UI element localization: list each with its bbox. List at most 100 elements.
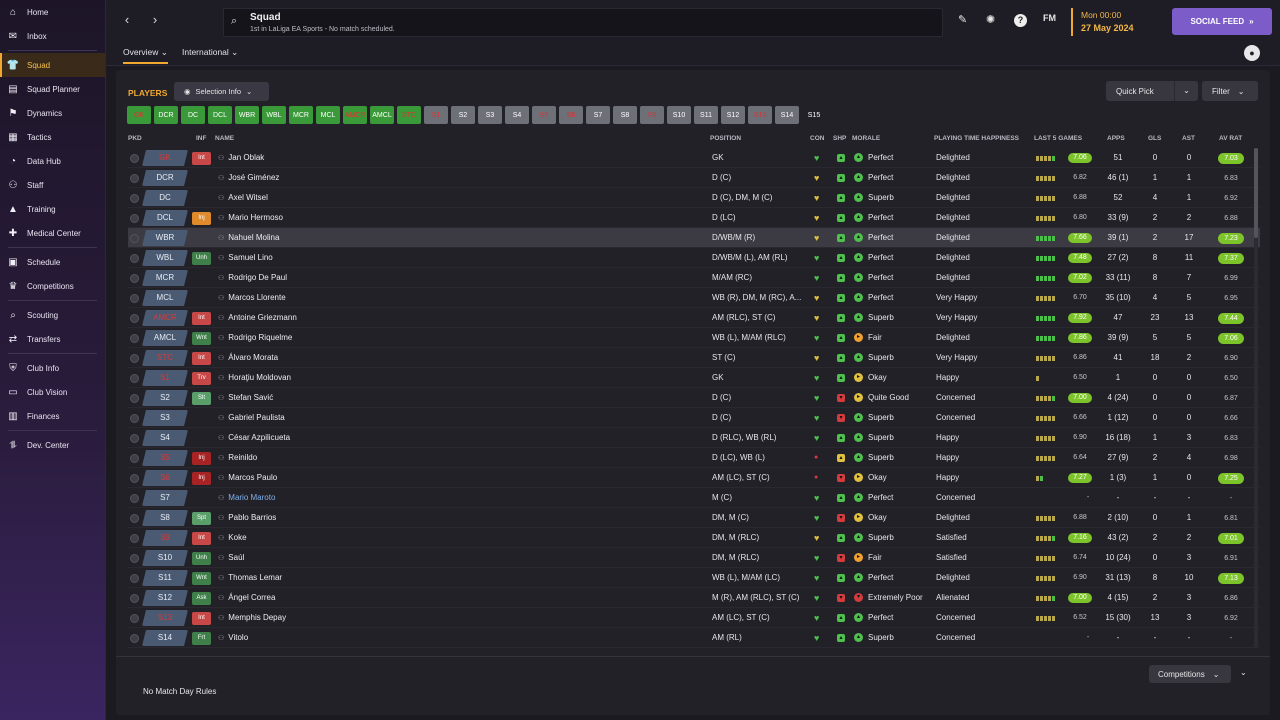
table-row[interactable]: WBR ⚇ Nahuel Molina D/WB/M (R) ♥ ▴ ▴ Perfect Del…: [128, 228, 1260, 248]
table-row[interactable]: DC ⚇ Axel Witsel D (C), DM, M (C) ♥ ▴ ▴ Superb D…: [128, 188, 1260, 208]
table-row[interactable]: AMCR Int ⚇ Antoine Griezmann AM (RLC), ST (C…: [128, 308, 1260, 328]
selection-position-badge[interactable]: MCR: [142, 270, 188, 286]
position-chip-s11[interactable]: S11: [694, 106, 718, 124]
position-chip-gk[interactable]: GK: [127, 106, 151, 124]
position-chip-s1[interactable]: S1: [424, 106, 448, 124]
player-name[interactable]: ⚇ Pablo Barrios: [218, 508, 276, 529]
position-chip-s12[interactable]: S12: [721, 106, 745, 124]
position-chip-s2[interactable]: S2: [451, 106, 475, 124]
col-inf[interactable]: INF: [196, 135, 207, 142]
pick-radio[interactable]: [130, 174, 139, 183]
competitions-button[interactable]: Competitions ⌄: [1149, 665, 1231, 683]
fm-menu-icon[interactable]: FM: [1043, 13, 1056, 23]
table-row[interactable]: S4 ⚇ César Azpilicueta D (RLC), WB (RL) ♥ ▴ ▴ S…: [128, 428, 1260, 448]
info-status-badge[interactable]: Slt: [192, 392, 211, 405]
selection-position-badge[interactable]: S1: [142, 370, 188, 386]
sidebar-item-inbox[interactable]: ✉ Inbox: [0, 24, 105, 48]
table-row[interactable]: DCR ⚇ José Giménez D (C) ♥ ▴ ▴ Perfect Delighted…: [128, 168, 1260, 188]
pick-radio[interactable]: [130, 354, 139, 363]
table-row[interactable]: STC Int ⚇ Álvaro Morata ST (C) ♥ ▴ ▴ Superb Very …: [128, 348, 1260, 368]
table-scrollbar[interactable]: [1254, 148, 1258, 648]
sidebar-item-squad[interactable]: 👕 Squad: [0, 53, 105, 77]
sidebar-item-data-hub[interactable]: ◔ Data Hub: [0, 149, 105, 173]
sidebar-item-training[interactable]: ▲ Training: [0, 197, 105, 221]
table-row[interactable]: S5 Inj ⚇ Reinildo D (LC), WB (L) ● ▴ ▴ Superb Hap…: [128, 448, 1260, 468]
table-row[interactable]: MCL ⚇ Marcos Llorente WB (R), DM, M (RC), A…: [128, 288, 1260, 308]
col-pkd[interactable]: PKD: [128, 135, 142, 142]
selection-position-badge[interactable]: GK: [142, 150, 188, 166]
position-chip-s15[interactable]: S15: [802, 106, 826, 124]
pick-radio[interactable]: [130, 214, 139, 223]
player-name[interactable]: ⚇ Antoine Griezmann: [218, 308, 297, 329]
selection-position-badge[interactable]: S14: [142, 630, 188, 646]
expand-chevron-icon[interactable]: ⌄: [1240, 668, 1247, 677]
player-name[interactable]: ⚇ Horaţiu Moldovan: [218, 368, 291, 389]
player-name[interactable]: ⚇ Vitolo: [218, 628, 248, 649]
selection-position-badge[interactable]: AMCL: [142, 330, 188, 346]
position-chip-dcl[interactable]: DCL: [208, 106, 232, 124]
col-gls[interactable]: GLS: [1148, 135, 1162, 142]
selection-position-badge[interactable]: S4: [142, 430, 188, 446]
pick-radio[interactable]: [130, 554, 139, 563]
match-day-rules[interactable]: No Match Day Rules: [143, 687, 217, 696]
pick-radio[interactable]: [130, 434, 139, 443]
position-chip-s9[interactable]: S9: [640, 106, 664, 124]
sidebar-item-squad-planner[interactable]: ▤ Squad Planner: [0, 77, 105, 101]
player-name[interactable]: ⚇ Ángel Correa: [218, 588, 275, 609]
selection-position-badge[interactable]: WBR: [142, 230, 188, 246]
col-playing-time[interactable]: PLAYING TIME HAPPINESS: [934, 135, 1019, 142]
table-row[interactable]: S8 Spt ⚇ Pablo Barrios DM, M (C) ♥ ▾ ▸ Okay Delig…: [128, 508, 1260, 528]
position-chip-s7[interactable]: S7: [586, 106, 610, 124]
table-row[interactable]: S9 Int ⚇ Koke DM, M (RLC) ♥ ▴ ▴ Superb Satisfied 7…: [128, 528, 1260, 548]
sidebar-item-home[interactable]: ⌂ Home: [0, 0, 105, 24]
player-name[interactable]: ⚇ Rodrigo Riquelme: [218, 328, 292, 349]
edit-icon[interactable]: ✎: [958, 14, 968, 26]
table-row[interactable]: S13 Int ⚇ Memphis Depay AM (LC), ST (C) ♥ ▴ ▴ Pe…: [128, 608, 1260, 628]
info-status-badge[interactable]: Int: [192, 152, 211, 165]
player-name[interactable]: ⚇ Koke: [218, 528, 247, 549]
pick-radio[interactable]: [130, 614, 139, 623]
player-name[interactable]: ⚇ Mario Maroto: [218, 488, 275, 509]
selection-position-badge[interactable]: S7: [142, 490, 188, 506]
selection-position-badge[interactable]: MCL: [142, 290, 188, 306]
selection-position-badge[interactable]: S12: [142, 590, 188, 606]
col-position[interactable]: POSITION: [710, 135, 742, 142]
selection-position-badge[interactable]: S5: [142, 450, 188, 466]
col-avrat[interactable]: AV RAT: [1219, 135, 1243, 142]
tab-overview[interactable]: Overview ⌄: [123, 47, 168, 64]
player-name[interactable]: ⚇ Samuel Lino: [218, 248, 273, 269]
player-name[interactable]: ⚇ Marcos Llorente: [218, 288, 286, 309]
selection-position-badge[interactable]: S11: [142, 570, 188, 586]
player-name[interactable]: ⚇ Saúl: [218, 548, 244, 569]
sidebar-item-club-vision[interactable]: ▭ Club Vision: [0, 380, 105, 404]
selection-position-badge[interactable]: S3: [142, 410, 188, 426]
sidebar-item-dynamics[interactable]: ⚑ Dynamics: [0, 101, 105, 125]
player-name[interactable]: ⚇ Axel Witsel: [218, 188, 268, 209]
info-status-badge[interactable]: Unh: [192, 552, 211, 565]
pick-radio[interactable]: [130, 294, 139, 303]
pick-radio[interactable]: [130, 334, 139, 343]
col-shp[interactable]: SHP: [833, 135, 847, 142]
player-name[interactable]: ⚇ Nahuel Molina: [218, 228, 279, 249]
table-row[interactable]: S2 Slt ⚇ Stefan Savić D (C) ♥ ▾ ▸ Quite Good Conc…: [128, 388, 1260, 408]
col-con[interactable]: CON: [810, 135, 825, 142]
game-date[interactable]: Mon 00:00 27 May 2024: [1071, 8, 1134, 36]
info-status-badge[interactable]: Inj: [192, 472, 211, 485]
table-row[interactable]: S11 Wnt ⚇ Thomas Lemar WB (L), M/AM (LC) ♥ ▴ ▴ P…: [128, 568, 1260, 588]
table-row[interactable]: AMCL Wnt ⚇ Rodrigo Riquelme WB (L), M/AM (RL…: [128, 328, 1260, 348]
quick-pick-button[interactable]: Quick Pick ⌄: [1106, 81, 1198, 101]
position-chip-s6[interactable]: S6: [559, 106, 583, 124]
pick-radio[interactable]: [130, 254, 139, 263]
position-chip-s5[interactable]: S5: [532, 106, 556, 124]
pick-radio[interactable]: [130, 314, 139, 323]
info-status-badge[interactable]: Int: [192, 612, 211, 625]
selection-position-badge[interactable]: AMCR: [142, 310, 188, 326]
position-chip-s13[interactable]: S13: [748, 106, 772, 124]
player-name[interactable]: ⚇ Thomas Lemar: [218, 568, 282, 589]
position-chip-dc[interactable]: DC: [181, 106, 205, 124]
info-status-badge[interactable]: Inj: [192, 212, 211, 225]
info-status-badge[interactable]: Wnt: [192, 332, 211, 345]
info-status-badge[interactable]: Int: [192, 352, 211, 365]
sidebar-item-staff[interactable]: ⚇ Staff: [0, 173, 105, 197]
player-name[interactable]: ⚇ Álvaro Morata: [218, 348, 278, 369]
